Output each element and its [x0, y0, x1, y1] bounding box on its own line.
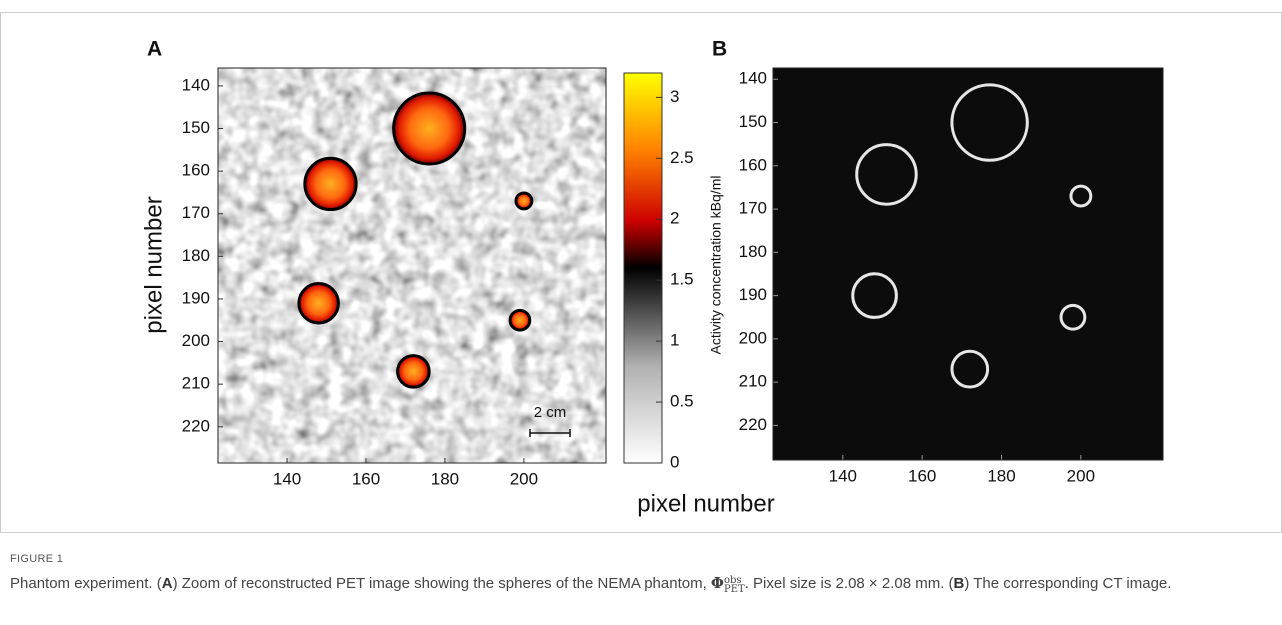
caption-text: ) The corresponding CT image. — [964, 575, 1172, 592]
y-tick-label: 140 — [182, 75, 210, 94]
panel-label: A — [147, 38, 162, 61]
caption-text: ) Zoom of reconstructed PET image showin… — [172, 575, 711, 592]
x-tick-label: 200 — [510, 469, 538, 488]
caption-sub: PET — [724, 584, 745, 595]
y-tick-label: 220 — [739, 415, 767, 434]
sphere — [514, 191, 534, 211]
scalebar — [529, 429, 571, 437]
y-tick-label: 150 — [739, 112, 767, 131]
colorbar-label: Activity concentration kBq/ml — [708, 176, 724, 355]
colorbar — [623, 72, 663, 464]
caption-symbol: Φ — [710, 574, 724, 592]
caption-sup: obs — [724, 575, 742, 586]
scalebar-label: 2 cm — [534, 404, 567, 421]
y-tick-label: 170 — [182, 203, 210, 222]
y-tick-label: 160 — [182, 161, 210, 180]
caption-text: . Pixel size is 2.08 × 2.08 mm. ( — [744, 575, 954, 592]
sphere — [303, 156, 358, 212]
sphere — [950, 83, 1029, 162]
x-tick-label: 140 — [829, 466, 857, 485]
x-tick-label: 180 — [987, 466, 1015, 485]
y-tick-label: 200 — [739, 328, 767, 347]
sphere — [855, 143, 918, 206]
x-tick-label: 200 — [1067, 466, 1095, 485]
sphere — [1059, 303, 1087, 331]
colorbar-tick-label: 0 — [670, 452, 679, 471]
caption-text: Phantom experiment. ( — [10, 575, 162, 592]
y-tick-label: 200 — [182, 331, 210, 350]
y-tick-label: 210 — [182, 374, 210, 393]
sphere — [1069, 184, 1093, 208]
sphere — [396, 354, 431, 389]
caption-ref: B — [953, 575, 965, 592]
panel-label: B — [712, 38, 727, 61]
colorbar-tick-label: 2 — [670, 209, 679, 228]
ct-image — [773, 68, 1163, 460]
x-tick-label: 160 — [908, 466, 936, 485]
y-tick-label: 180 — [739, 242, 767, 261]
colorbar-tick-label: 0.5 — [670, 392, 694, 411]
image-frame — [217, 67, 607, 464]
y-tick-label: 210 — [739, 372, 767, 391]
x-tick-label: 160 — [352, 469, 380, 488]
sphere — [508, 308, 532, 332]
y-tick-label: 140 — [739, 69, 767, 88]
y-tick-label: 180 — [182, 246, 210, 265]
y-tick-label: 170 — [739, 199, 767, 218]
sphere — [950, 349, 990, 389]
x-tick-label: 180 — [431, 469, 459, 488]
y-tick-label: 190 — [182, 288, 210, 307]
sphere — [851, 272, 898, 319]
y-tick-label: 190 — [739, 285, 767, 304]
caption: Phantom experiment. (A) Zoom of reconstr… — [10, 573, 1276, 595]
image-frame — [772, 67, 1164, 461]
y-axis-label: pixel number — [140, 196, 167, 333]
y-tick-label: 150 — [182, 118, 210, 137]
y-tick-label: 160 — [739, 155, 767, 174]
colorbar-tick-label: 3 — [670, 87, 679, 106]
sphere — [392, 91, 467, 166]
figure-label: FIGURE 1 — [10, 553, 64, 565]
sphere — [297, 281, 340, 325]
y-tick-label: 220 — [182, 416, 210, 435]
x-axis-label: pixel number — [637, 490, 774, 517]
caption-ref: A — [161, 575, 173, 592]
colorbar-tick-label: 1 — [670, 331, 679, 350]
figure: A B pixel number Activity concentration … — [0, 12, 1282, 533]
colorbar-tick-label: 2.5 — [670, 148, 694, 167]
colorbar-tick-label: 1.5 — [670, 270, 694, 289]
x-tick-label: 140 — [273, 469, 301, 488]
